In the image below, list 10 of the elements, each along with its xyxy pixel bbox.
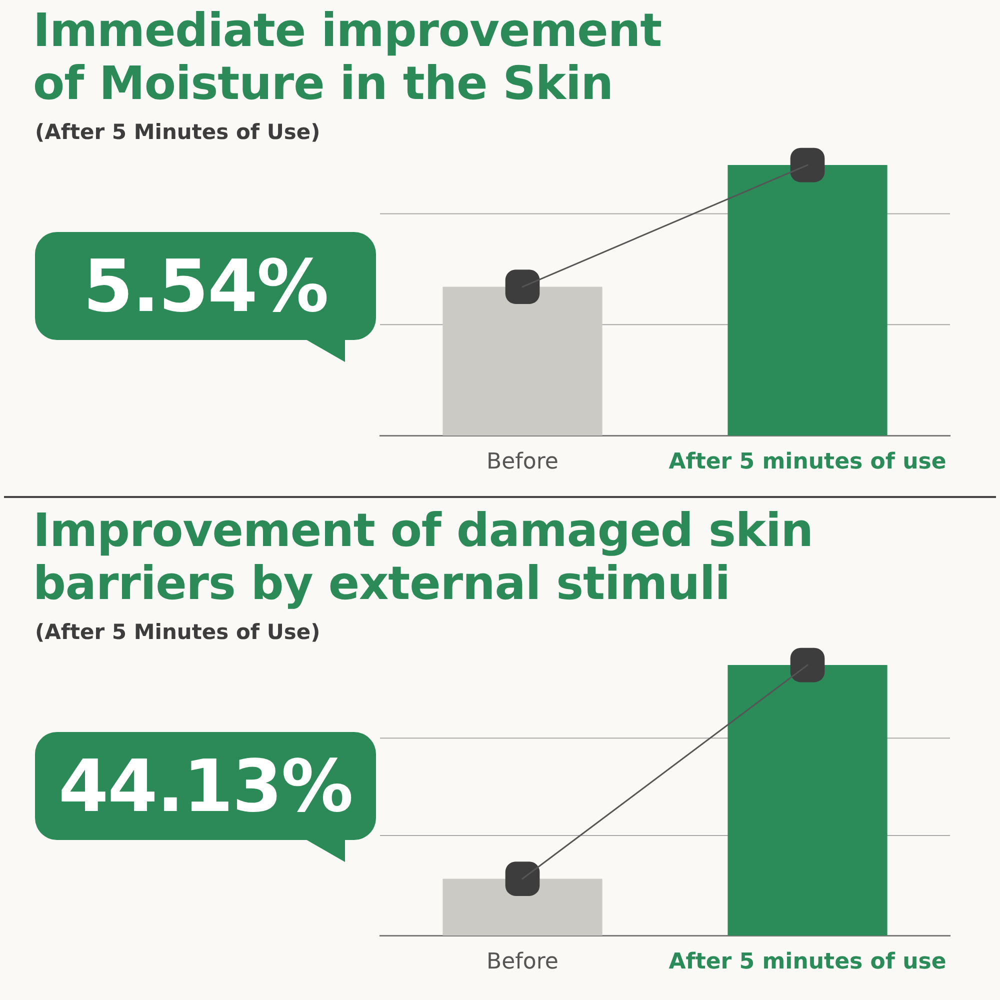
text: 44.13%	[58, 744, 352, 828]
chart-title: Immediate improvement of Moisture in the Skin	[33, 3, 663, 110]
x-tick-label: After 5 minutes of use	[668, 450, 946, 475]
chart-title: Improvement of damaged skin barriers by external stimuli	[33, 503, 814, 610]
x-tick-label: Before	[486, 450, 558, 475]
text: 5.54%	[83, 244, 328, 328]
text: (After 5 Minutes of Use)	[35, 620, 320, 644]
x-tick-label: Before	[486, 950, 558, 975]
text: (After 5 Minutes of Use)	[35, 120, 320, 144]
x-tick-label: After 5 minutes of use	[668, 950, 946, 975]
